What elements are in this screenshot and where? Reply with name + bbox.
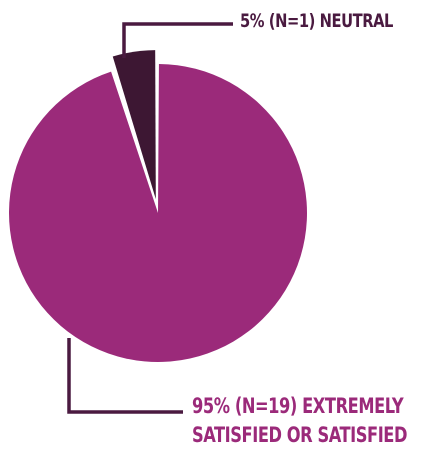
satisfied-slice-label: 95% (N=19) EXTREMELY SATISFIED OR SATISF…	[192, 392, 407, 450]
pie-slice-satisfied	[8, 64, 307, 363]
leader-lines	[67, 22, 233, 414]
neutral-label-line-1: 5% (N=1) NEUTRAL	[240, 10, 393, 32]
satisfied-leader-line	[67, 338, 183, 414]
neutral-leader-line	[122, 22, 233, 58]
neutral-slice-label: 5% (N=1) NEUTRAL	[240, 12, 393, 31]
pie-slice-neutral	[112, 50, 156, 200]
satisfied-label-line-1: 95% (N=19) EXTREMELY	[192, 394, 404, 418]
pie-slices	[8, 50, 307, 363]
satisfied-label-line-2: SATISFIED OR SATISFIED	[192, 423, 408, 447]
